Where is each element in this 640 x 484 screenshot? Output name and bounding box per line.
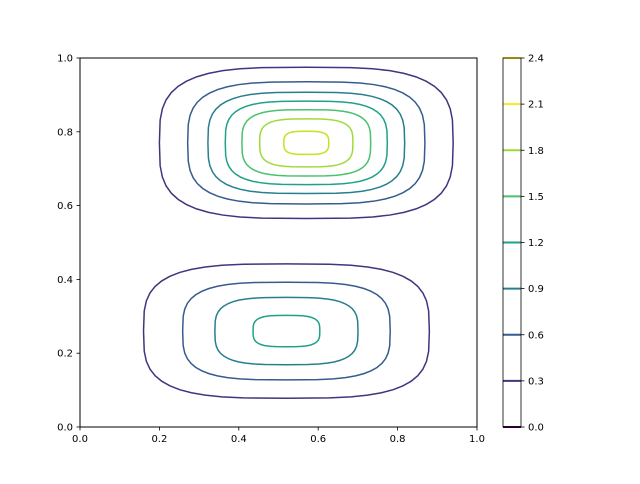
contour-line-0	[158, 66, 454, 220]
x-tick-label: 0.8	[390, 434, 406, 445]
x-tick-label: 0.4	[231, 434, 247, 445]
y-tick-label: 0.8	[57, 127, 73, 138]
plot-area-frame	[79, 57, 478, 428]
contour-line-2	[207, 91, 406, 195]
colorbar: 0.0 0.3 0.6 0.9 1.2 1.5 1.8 2.1 2.4	[502, 54, 544, 434]
x-axis: 0.0 0.2 0.4 0.6 0.8 1.0	[72, 427, 485, 445]
x-tick-label: 0.0	[72, 434, 88, 445]
contour-line-4	[241, 108, 372, 177]
contour-line-1	[186, 81, 426, 205]
x-tick-label: 0.2	[151, 434, 167, 445]
y-tick-label: 1.0	[57, 54, 73, 65]
contour-line-3	[224, 100, 389, 186]
colorbar-tick-label: 1.8	[528, 146, 544, 157]
colorbar-tick-label: 2.1	[528, 100, 544, 111]
colorbar-tick-label: 0.0	[528, 423, 544, 434]
y-tick-label: 0.6	[57, 201, 73, 212]
contour-line-10	[252, 314, 321, 348]
contour-line-8	[181, 281, 391, 381]
y-tick-label: 0.2	[57, 349, 73, 360]
contour-line-9	[214, 296, 359, 366]
colorbar-tick-label: 0.3	[528, 376, 544, 387]
x-tick-label: 0.6	[310, 434, 326, 445]
colorbar-frame	[502, 57, 522, 428]
x-tick-label: 1.0	[469, 434, 485, 445]
colorbar-tick-label: 0.9	[528, 284, 544, 295]
contour-line-5	[258, 118, 354, 168]
y-tick-label: 0.0	[57, 423, 73, 434]
y-tick-label: 0.4	[57, 275, 73, 286]
colorbar-tick-label: 2.4	[528, 54, 544, 65]
colorbar-tick-label: 0.6	[528, 330, 544, 341]
contour-line-6	[283, 130, 330, 156]
colorbar-tick-label: 1.5	[528, 192, 544, 203]
contour-lines	[142, 66, 454, 399]
colorbar-tick-label: 1.2	[528, 238, 544, 249]
y-axis: 0.0 0.2 0.4 0.6 0.8 1.0	[57, 54, 80, 434]
contour-line-7	[142, 263, 431, 399]
